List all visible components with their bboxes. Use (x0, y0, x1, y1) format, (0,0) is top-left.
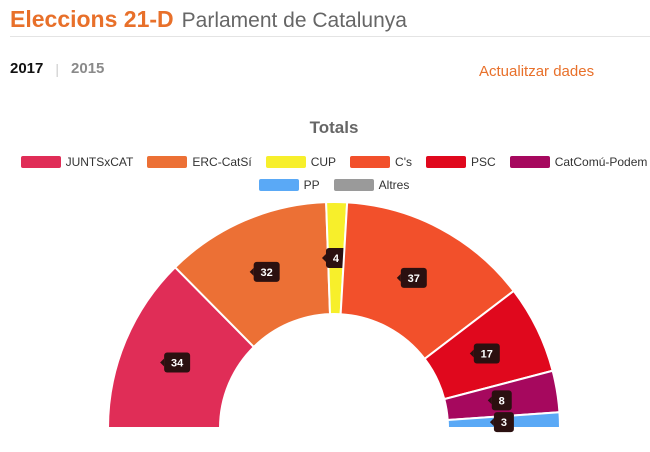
year-2017-tab[interactable]: 2017 (10, 60, 44, 77)
legend-label: CatComú-Podem (554, 155, 648, 169)
seat-count-label: 32 (249, 261, 280, 282)
year-separator: | (55, 60, 60, 77)
year-selector: 2017 | 2015 (10, 60, 104, 77)
legend-swatch (509, 156, 550, 168)
seat-count-label: 4 (321, 248, 346, 269)
year-2015-tab[interactable]: 2015 (71, 60, 105, 77)
legend-label: JUNTSxCAT (65, 155, 134, 169)
header-divider (10, 36, 650, 37)
page-subtitle: Parlament de Catalunya (181, 9, 407, 32)
legend-swatch (258, 179, 299, 191)
legend-swatch (265, 156, 306, 168)
legend-item[interactable]: PP (258, 178, 320, 192)
legend-item[interactable]: CatComú-Podem (509, 155, 648, 169)
svg-text:32: 32 (261, 267, 273, 279)
seat-count-label: 37 (396, 267, 427, 288)
legend-item[interactable]: PSC (426, 155, 496, 169)
svg-text:8: 8 (499, 395, 505, 407)
legend-label: PSC (471, 155, 496, 169)
svg-text:17: 17 (481, 348, 493, 360)
legend-swatch (426, 156, 467, 168)
legend-swatch (350, 156, 391, 168)
svg-text:34: 34 (171, 357, 184, 369)
svg-text:37: 37 (408, 273, 420, 285)
refresh-data-link[interactable]: Actualitzar dades (479, 63, 595, 80)
legend-label: C's (395, 155, 413, 169)
legend-label: CUP (310, 155, 337, 169)
page-header: Eleccions 21-D Parlament de Catalunya (10, 6, 407, 33)
svg-text:4: 4 (333, 253, 340, 265)
seat-count-label: 3 (489, 412, 514, 433)
legend-item[interactable]: CUP (265, 155, 337, 169)
seat-count-label: 17 (469, 343, 500, 364)
chart-title: Totals (309, 118, 359, 137)
page-title: Eleccions 21-D (10, 6, 174, 32)
legend-item[interactable]: Altres (333, 178, 410, 192)
legend-item[interactable]: C's (350, 155, 412, 169)
legend-swatch (147, 156, 188, 168)
legend-item[interactable]: ERC-CatSí (147, 155, 252, 169)
legend-label: ERC-CatSí (192, 155, 252, 169)
legend-row: JUNTSxCAT ERC-CatSí CUP C's PSC CatComú-Podem (0, 155, 650, 169)
seat-count-label: 34 (160, 352, 191, 373)
seat-count-label: 8 (487, 390, 512, 411)
legend-label: Altres (378, 178, 410, 192)
svg-text:3: 3 (501, 417, 507, 429)
legend-item[interactable]: JUNTSxCAT (20, 155, 134, 169)
legend-row: PP Altres (0, 178, 650, 192)
legend-swatch (333, 179, 374, 191)
legend-label: PP (303, 178, 320, 192)
legend-swatch (20, 156, 61, 168)
